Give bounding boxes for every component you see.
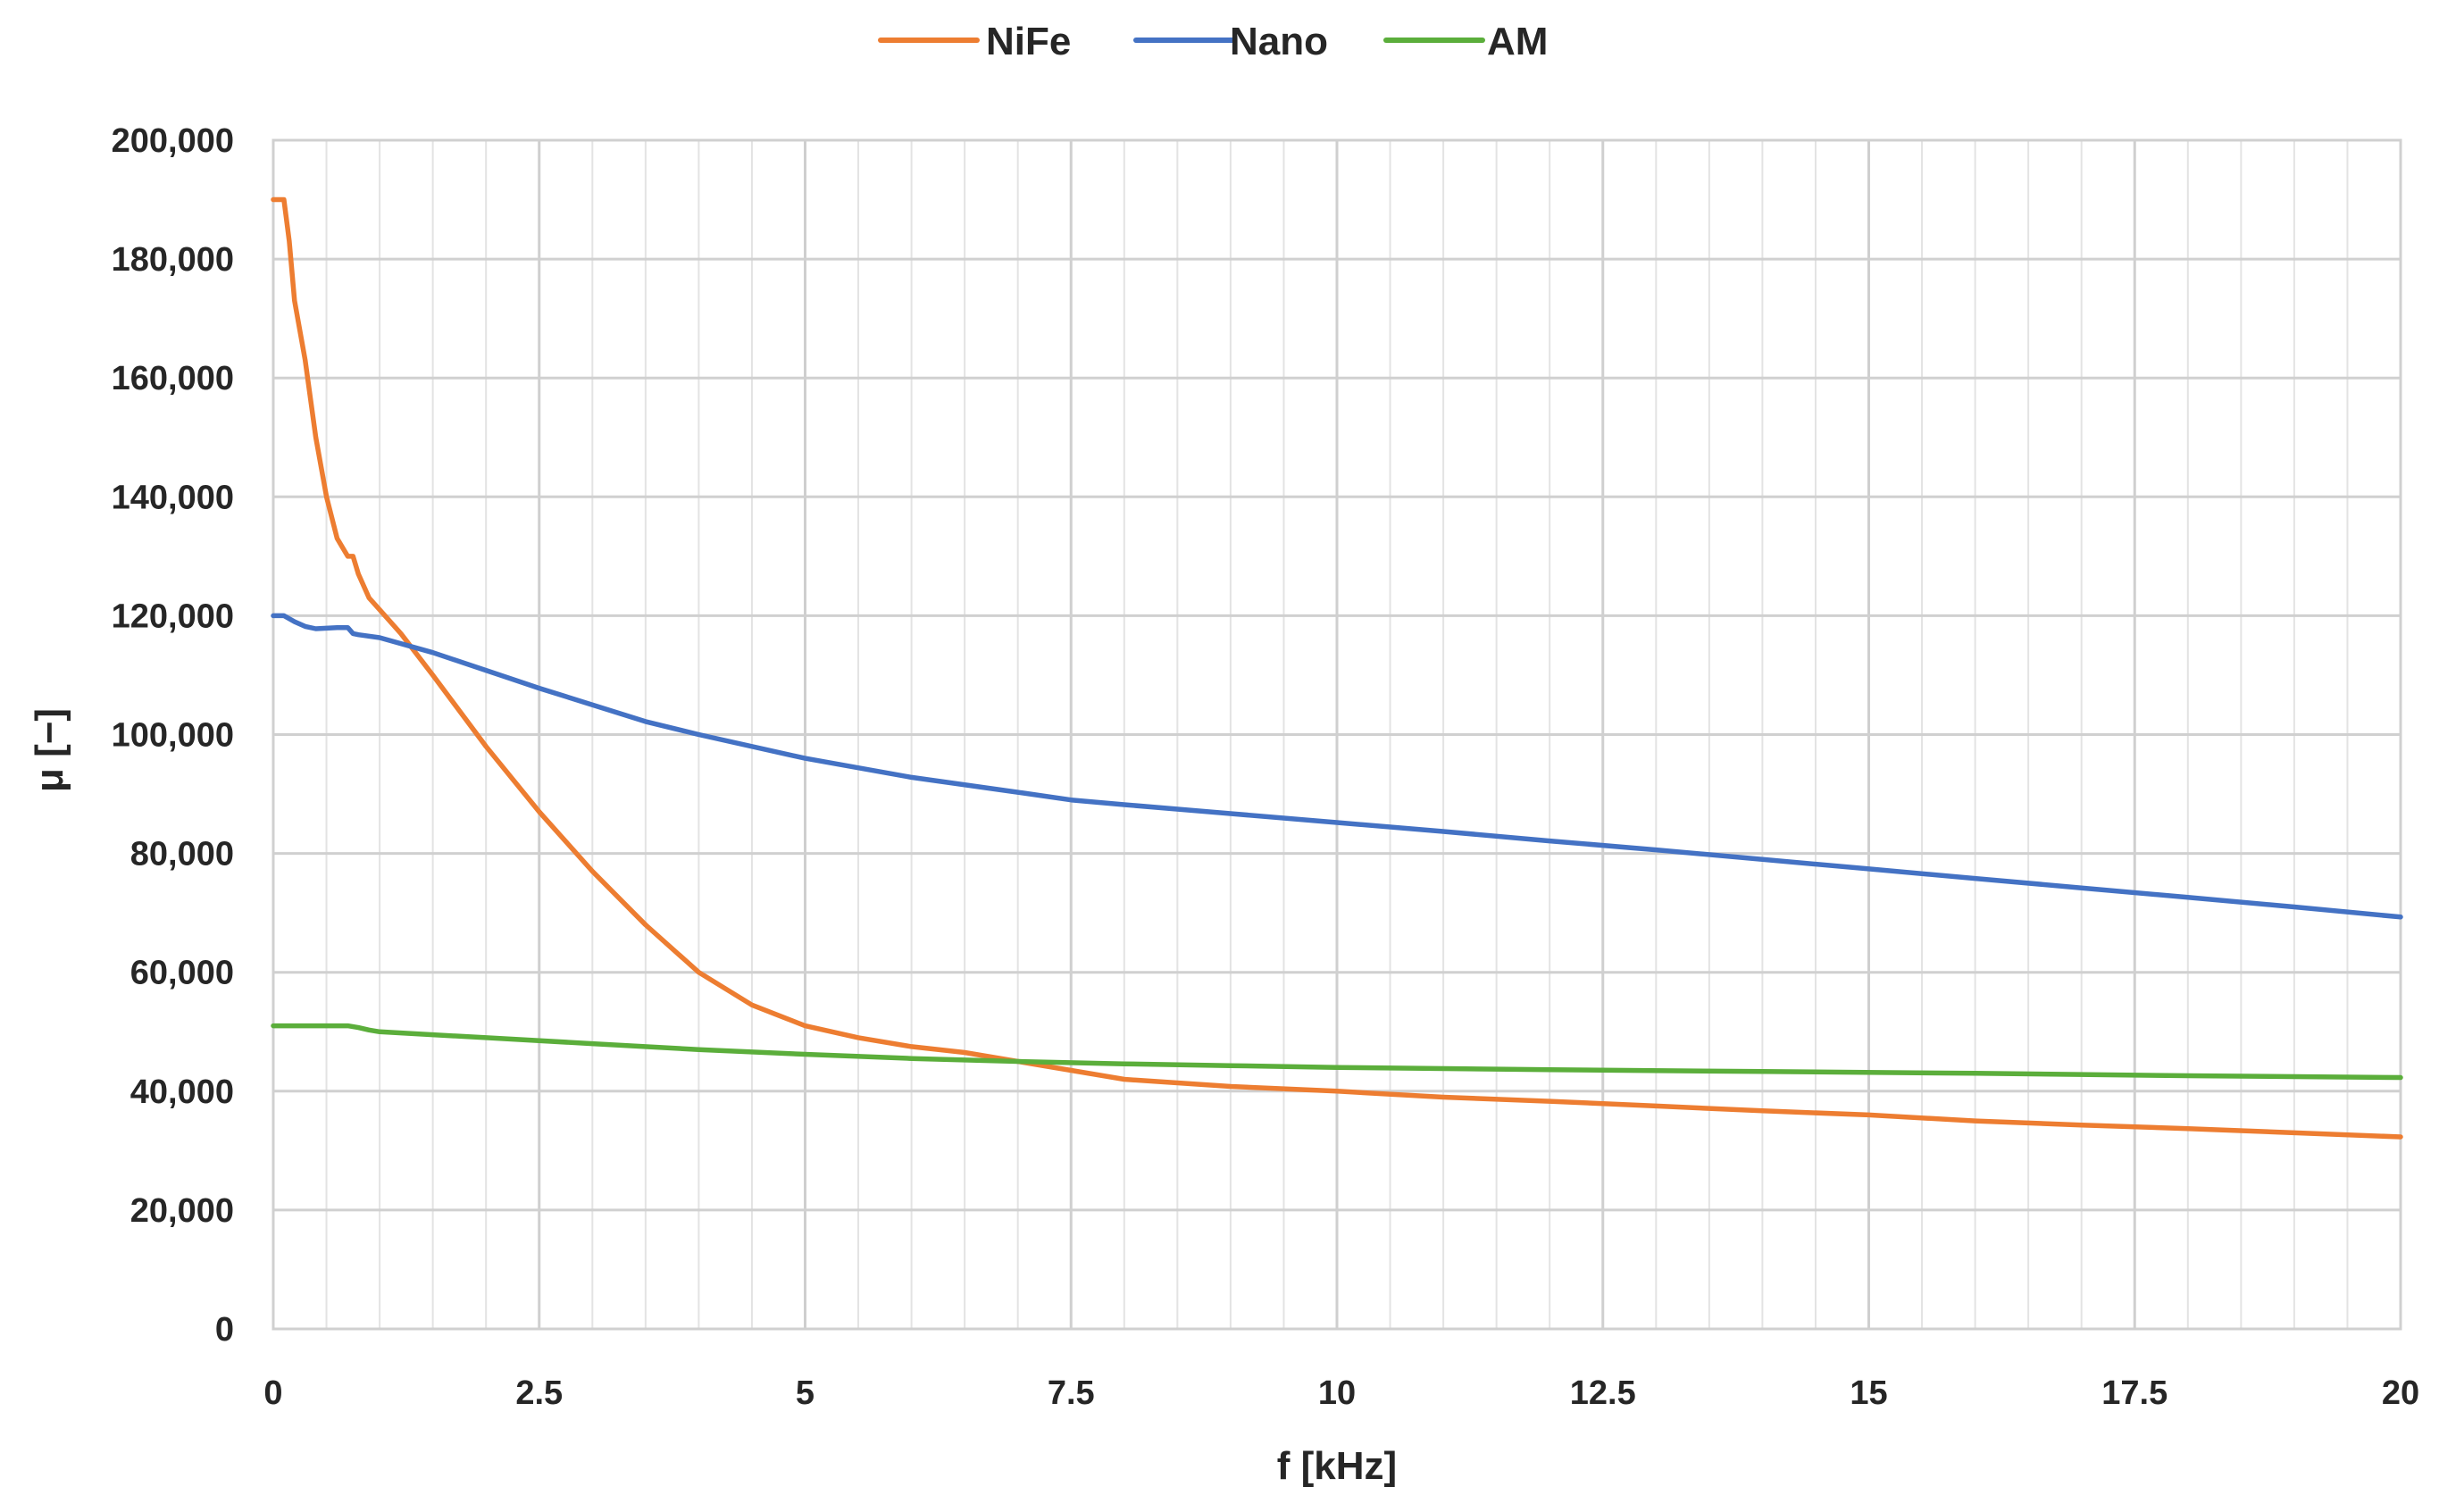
- legend-item-nano: Nano: [1133, 20, 1328, 63]
- x-tick-label: 7.5: [1048, 1374, 1095, 1412]
- y-tick-label: 80,000: [130, 836, 234, 873]
- legend-label-am: AM: [1487, 20, 1548, 63]
- plot-area: [271, 138, 2402, 1331]
- legend-label-nife: NiFe: [986, 20, 1071, 63]
- y-tick-label: 180,000: [112, 241, 234, 279]
- x-tick-label: 20: [2382, 1374, 2419, 1412]
- y-tick-label: 120,000: [112, 597, 234, 635]
- plot-border: [271, 138, 2402, 1331]
- legend-item-nife: NiFe: [878, 20, 1071, 63]
- x-axis-ticks: 0 2.5 5 7.5 10 12.5 15 17.5 20: [263, 1374, 2419, 1412]
- x-tick-label: 12.5: [1570, 1374, 1636, 1412]
- series-line-nife: [271, 196, 2403, 1140]
- series-line-nano: [271, 613, 2403, 920]
- series-lines: [271, 196, 2403, 1140]
- y-tick-label: 60,000: [130, 955, 234, 992]
- y-tick-label: 140,000: [112, 479, 234, 516]
- x-tick-label: 10: [1318, 1374, 1356, 1412]
- y-tick-label: 100,000: [112, 717, 234, 755]
- x-tick-label: 17.5: [2101, 1374, 2168, 1412]
- y-axis-label: μ [−]: [28, 708, 71, 792]
- x-tick-label: 0: [263, 1374, 282, 1412]
- series-line-am: [271, 1023, 2403, 1081]
- x-tick-label: 5: [796, 1374, 814, 1412]
- y-tick-label: 0: [215, 1311, 234, 1349]
- y-tick-label: 160,000: [112, 360, 234, 397]
- x-tick-label: 15: [1850, 1374, 1887, 1412]
- legend-item-am: AM: [1383, 20, 1548, 63]
- y-tick-label: 40,000: [130, 1073, 234, 1111]
- y-tick-label: 200,000: [112, 122, 234, 160]
- legend-label-nano: Nano: [1230, 20, 1328, 63]
- legend: NiFe Nano AM: [878, 20, 1548, 63]
- x-tick-label: 2.5: [515, 1374, 563, 1412]
- x-axis-label: f [kHz]: [1277, 1444, 1397, 1488]
- y-axis-ticks: 0 20,000 40,000 60,000 80,000 100,000 120,000 1…: [112, 122, 234, 1349]
- y-tick-label: 20,000: [130, 1192, 234, 1230]
